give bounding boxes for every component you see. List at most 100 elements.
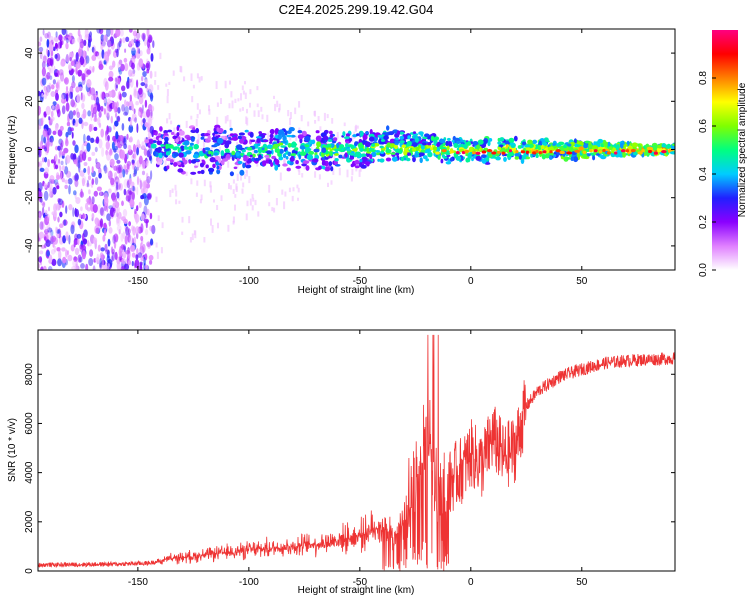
spectrogram-noise-blob — [151, 224, 156, 235]
y-tick-label: 6000 — [24, 412, 35, 435]
spectrogram-faint-cell — [279, 172, 282, 181]
spectrogram-noise-blob — [144, 159, 150, 164]
spectrogram-faint-cell — [232, 179, 235, 184]
spectrogram-faint-cell — [251, 205, 254, 211]
spectrogram-faint-cell — [235, 183, 238, 191]
spectrogram-band-cell — [266, 150, 272, 155]
spectrogram-noise-blob — [61, 105, 66, 115]
spectrogram-noise-blob — [44, 209, 48, 216]
spectrogram-faint-cell — [229, 119, 232, 128]
spectrogram-noise-blob — [95, 161, 101, 170]
colorbar-label: Normalized spectral amplitude — [737, 82, 748, 217]
spectrogram-band-cell — [499, 137, 505, 142]
spectrogram-band-cell — [243, 156, 248, 162]
spectrogram-band-cell — [285, 155, 289, 160]
spectrogram-band-cell — [165, 151, 171, 156]
spectrogram-noise-blob — [56, 229, 61, 234]
spectrogram-band-cell — [399, 135, 405, 140]
spectrogram-faint-cell — [331, 118, 334, 124]
spectrogram-noise-blob — [138, 87, 144, 98]
spectrogram-noise-blob — [110, 246, 114, 255]
spectrogram-noise-blob — [79, 42, 84, 49]
spectrogram-noise-blob — [47, 159, 50, 168]
spectrogram-band-cell — [177, 168, 184, 173]
spectrogram-faint-cell — [313, 164, 316, 168]
spectrogram-faint-cell — [232, 189, 235, 194]
spectrogram-band-cell — [334, 148, 340, 152]
spectrogram-faint-cell — [359, 165, 362, 172]
spectrogram-faint-cell — [239, 108, 242, 112]
spectrogram-band-cell — [661, 143, 667, 148]
spectrogram-peak-cell — [621, 149, 626, 153]
spectrogram-noise-blob — [128, 260, 131, 266]
spectrogram-faint-cell — [271, 207, 274, 212]
spectrogram-noise-blob — [66, 121, 71, 127]
spectrogram-band-cell — [382, 132, 389, 135]
spectrogram-noise-blob — [140, 256, 145, 261]
spectrogram-faint-cell — [289, 112, 292, 119]
spectrogram-ticks: -150 -100 -50 0 50 -40 -20 0 20 40 — [24, 29, 675, 287]
spectrogram-noise-blob — [142, 243, 146, 253]
spectrogram-noise-blob — [122, 37, 126, 44]
spectrogram-noise-blob — [131, 113, 137, 122]
spectrogram-noise-blob — [75, 197, 81, 204]
spectrogram-noise-blob — [90, 87, 96, 96]
spectrogram-noise-blob — [39, 250, 44, 255]
y-tick-label: -40 — [24, 238, 35, 253]
spectrogram-noise-blob — [132, 30, 138, 37]
spectrogram-noise-blob — [144, 264, 149, 270]
spectrogram-faint-cell — [272, 138, 275, 143]
spectrogram-noise-blob — [97, 104, 101, 112]
spectrogram-noise-blob — [77, 159, 81, 169]
spectrogram-noise-blob — [96, 29, 102, 34]
spectrogram-noise-blob — [73, 241, 76, 248]
spectrogram-noise-blob — [128, 144, 132, 152]
spectrogram-noise-blob — [45, 144, 50, 154]
spectrogram-noise-blob — [144, 99, 148, 108]
spectrogram-faint-cell — [159, 52, 162, 60]
spectrogram-faint-cell — [229, 185, 232, 190]
figure-title: C2E4.2025.299.19.42.G04 — [279, 2, 434, 17]
spectrogram-noise-blob — [73, 122, 79, 127]
spectrogram-band-cell — [200, 169, 205, 175]
spectrogram-noise-blob — [58, 158, 61, 164]
spectrogram-noise-blob — [108, 70, 114, 78]
spectrogram-band-cell — [432, 146, 438, 151]
spectrogram-noise-blob — [38, 212, 41, 219]
spectrogram-noise-blob — [149, 138, 154, 145]
spectrogram-faint-cell — [226, 115, 229, 122]
spectrogram-noise-blob — [92, 68, 95, 73]
spectrogram-peak-cell — [648, 149, 652, 154]
spectrogram-noise-blob — [134, 213, 140, 223]
spectrogram-band-cell — [282, 163, 288, 167]
spectrogram-noise-blob — [131, 159, 135, 164]
spectrogram-noise-blob — [44, 147, 47, 152]
spectrogram-band-cell — [170, 131, 175, 135]
spectrogram-noise-blob — [118, 164, 123, 174]
spectrogram-band-cell — [328, 161, 333, 167]
spectrogram-noise-blob — [38, 124, 42, 130]
spectrogram-band-cell — [169, 159, 174, 163]
spectrogram-band-cell — [364, 161, 371, 166]
spectrogram-band-cell — [220, 150, 225, 157]
spectrogram-noise-blob — [48, 116, 51, 121]
spectrogram-faint-cell — [287, 110, 290, 117]
spectrogram-band-cell — [217, 137, 224, 144]
spectrogram-faint-cell — [326, 114, 329, 119]
spectrogram-band-cell — [204, 147, 211, 151]
spectrogram-noise-blob — [50, 91, 56, 97]
spectrogram-band-cell — [190, 129, 197, 133]
spectrogram-noise-blob — [106, 101, 109, 111]
spectrogram-band-cell — [274, 164, 279, 171]
spectrogram-faint-cell — [273, 207, 276, 213]
spectrogram-noise-blob — [106, 125, 109, 135]
spectrogram-band-cell — [165, 143, 169, 149]
spectrogram-noise-blob — [116, 48, 119, 58]
spectrogram-noise-blob — [116, 225, 122, 232]
spectrogram-noise-blob — [41, 77, 47, 86]
spectrogram-noise-blob — [107, 170, 113, 180]
spectrogram-band-cell — [188, 159, 192, 164]
spectrogram-band-cell — [164, 136, 169, 142]
spectrogram-noise-blob — [44, 156, 48, 163]
spectrogram-noise-blob — [133, 166, 138, 175]
